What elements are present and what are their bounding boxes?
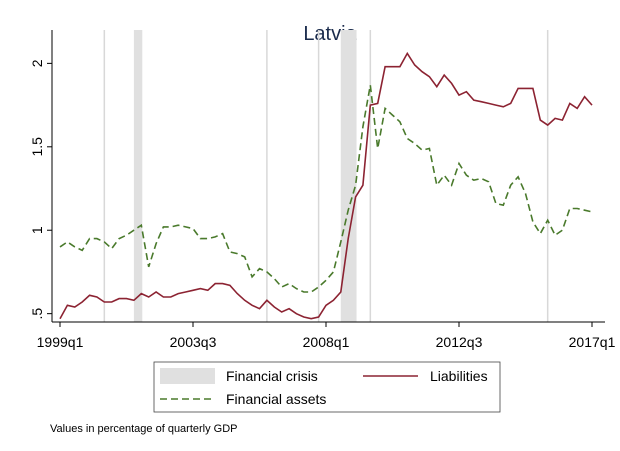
- y-tick-label: 1: [29, 226, 45, 234]
- y-tick-label: 1.5: [29, 137, 45, 157]
- legend-box: [153, 361, 501, 413]
- crisis-band: [133, 30, 143, 322]
- crisis-band: [340, 30, 357, 322]
- series-line: [59, 51, 593, 320]
- legend-label: Financial assets: [226, 391, 326, 407]
- y-tick-label: .5: [29, 308, 45, 320]
- note: Values in percentage of quarterly GDP: [50, 423, 238, 435]
- x-tick-label: 2003q3: [170, 334, 217, 350]
- x-tick-label: 2008q1: [303, 334, 350, 350]
- legend-label: Financial crisis: [226, 368, 318, 384]
- series-line: [59, 84, 593, 293]
- x-tick-label: 1999q1: [37, 334, 84, 350]
- x-tick-label: 2012q3: [436, 334, 483, 350]
- legend-label: Liabilities: [430, 368, 488, 384]
- x-tick-label: 2017q1: [569, 334, 616, 350]
- legend-swatch: [160, 368, 215, 384]
- y-tick-label: 2: [29, 59, 45, 67]
